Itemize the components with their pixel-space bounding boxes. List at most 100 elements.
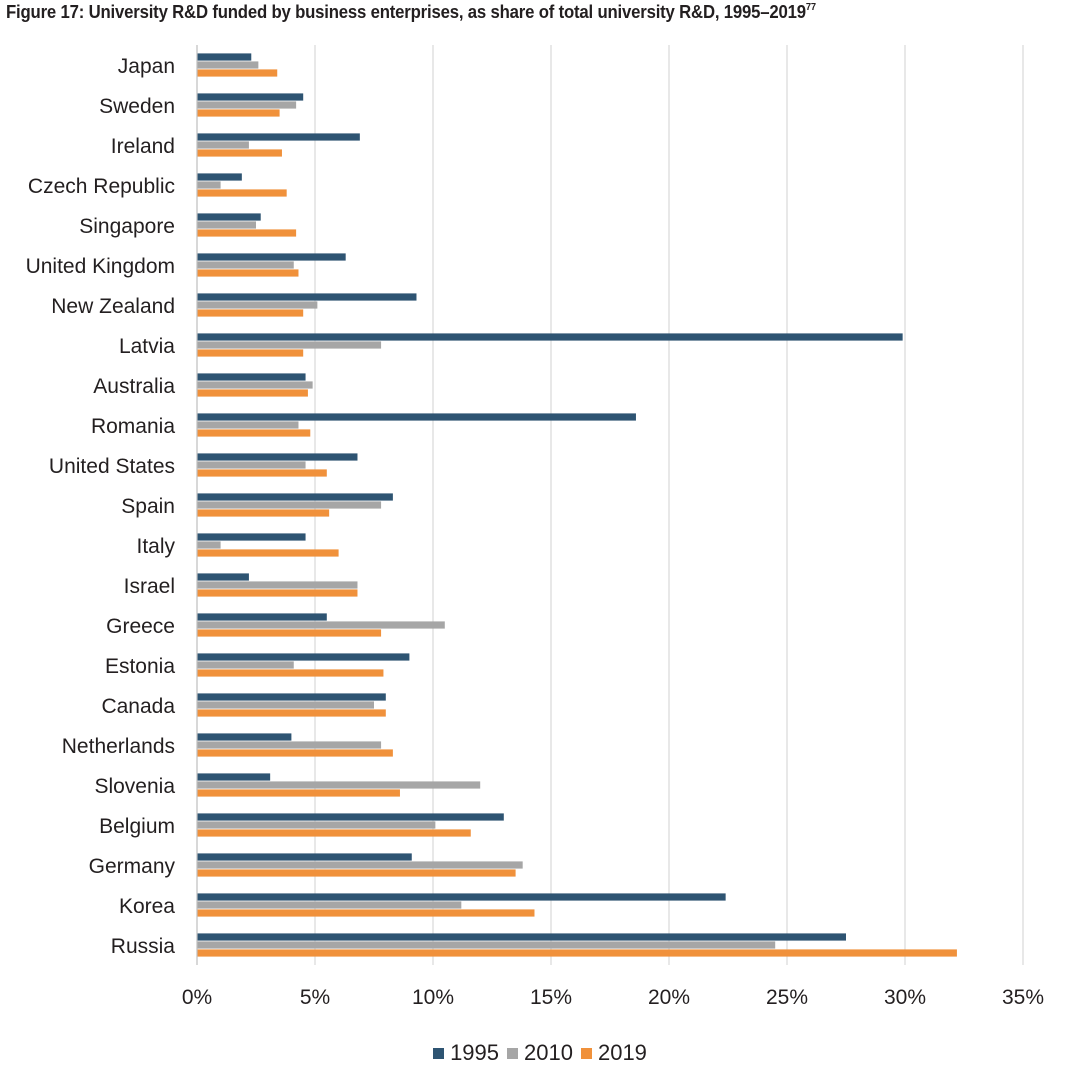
bar-2019: [197, 949, 957, 957]
bar-1995: [197, 93, 304, 101]
category-label: Ireland: [111, 135, 175, 158]
legend-item: 2010: [507, 1040, 573, 1066]
bar-2010: [197, 661, 294, 669]
bar-2019: [197, 229, 297, 237]
x-tick-label: 30%: [884, 986, 926, 1009]
bar-2019: [197, 549, 339, 557]
category-label: Korea: [119, 895, 175, 918]
bar-1995: [197, 733, 292, 741]
bar-1995: [197, 373, 306, 381]
bar-2010: [197, 421, 299, 429]
bar-2010: [197, 261, 294, 269]
category-label: Greece: [106, 615, 175, 638]
bar-2010: [197, 941, 776, 949]
x-tick-labels: 0% 5% 10% 15% 20% 25% 30% 35%: [182, 986, 1044, 1009]
bar-1995: [197, 53, 252, 61]
category-label: Japan: [118, 55, 175, 78]
category-label: Russia: [111, 935, 176, 958]
category-label: Germany: [89, 855, 176, 878]
bar-1995: [197, 813, 504, 821]
bar-1995: [197, 693, 386, 701]
category-label: Spain: [121, 495, 175, 518]
x-tick-label: 35%: [1002, 986, 1044, 1009]
bar-1995: [197, 533, 306, 541]
category-label: Australia: [93, 375, 175, 398]
bar-2010: [197, 621, 445, 629]
bar-2019: [197, 869, 516, 877]
category-label: Netherlands: [62, 735, 175, 758]
bar-2019: [197, 69, 278, 77]
bar-1995: [197, 493, 393, 501]
bar-2010: [197, 381, 313, 389]
bar-2010: [197, 821, 436, 829]
chart-title: Figure 17: University R&D funded by busi…: [6, 2, 1001, 23]
bar-2019: [197, 629, 382, 637]
bar-1995: [197, 893, 726, 901]
bars: [197, 53, 957, 957]
x-tick-label: 20%: [648, 986, 690, 1009]
bar-2019: [197, 149, 282, 157]
bar-2019: [197, 189, 287, 197]
category-label: Estonia: [105, 655, 175, 678]
legend-swatch: [507, 1047, 519, 1059]
bar-1995: [197, 613, 327, 621]
bar-2010: [197, 221, 256, 229]
bar-2019: [197, 709, 386, 717]
bar-2010: [197, 301, 318, 309]
gridlines: [314, 45, 1024, 965]
bar-2010: [197, 181, 221, 189]
bar-1995: [197, 173, 242, 181]
bar-1995: [197, 853, 412, 861]
bar-2010: [197, 781, 481, 789]
chart-title-text: Figure 17: University R&D funded by busi…: [6, 2, 806, 22]
bar-2019: [197, 429, 311, 437]
legend-swatch: [580, 1047, 592, 1059]
bar-2010: [197, 741, 382, 749]
bar-2019: [197, 469, 327, 477]
bar-2010: [197, 141, 249, 149]
legend-swatch: [433, 1047, 445, 1059]
bar-2010: [197, 101, 297, 109]
category-label: Singapore: [79, 215, 175, 238]
bar-2019: [197, 829, 471, 837]
x-tick-label: 15%: [530, 986, 572, 1009]
bar-1995: [197, 133, 360, 141]
bar-2010: [197, 341, 382, 349]
bar-2010: [197, 501, 382, 509]
bar-1995: [197, 333, 903, 341]
bar-2019: [197, 909, 535, 917]
legend-label: 2010: [524, 1040, 573, 1065]
bar-2019: [197, 349, 304, 357]
legend-label: 1995: [450, 1040, 500, 1065]
bar-2010: [197, 61, 259, 69]
bar-1995: [197, 933, 846, 941]
category-label: Romania: [91, 415, 175, 438]
category-labels: Japan Sweden Ireland Czech Republic Singapor…: [26, 55, 176, 958]
bar-2019: [197, 749, 393, 757]
bar-chart: Japan Sweden Ireland Czech Republic Singapor…: [26, 45, 1044, 1009]
x-tick-label: 10%: [412, 986, 454, 1009]
x-tick-label: 0%: [182, 986, 212, 1009]
bar-2019: [197, 269, 299, 277]
bar-2019: [197, 509, 330, 517]
bar-1995: [197, 293, 417, 301]
legend-item: 2019: [580, 1040, 647, 1066]
bar-1995: [197, 573, 249, 581]
bar-1995: [197, 453, 358, 461]
category-label: Sweden: [99, 95, 175, 118]
bar-2010: [197, 901, 462, 909]
bar-1995: [197, 413, 636, 421]
x-tick-label: 25%: [766, 986, 808, 1009]
bar-2019: [197, 789, 400, 797]
category-label: New Zealand: [51, 295, 175, 318]
bar-2019: [197, 309, 304, 317]
bar-2019: [197, 389, 308, 397]
category-label: Czech Republic: [28, 175, 175, 198]
bar-1995: [197, 253, 346, 261]
bar-1995: [197, 653, 410, 661]
category-label: Italy: [136, 535, 175, 558]
category-label: United States: [49, 455, 175, 478]
x-tick-label: 5%: [300, 986, 330, 1009]
bar-2019: [197, 669, 384, 677]
bar-2019: [197, 109, 280, 117]
